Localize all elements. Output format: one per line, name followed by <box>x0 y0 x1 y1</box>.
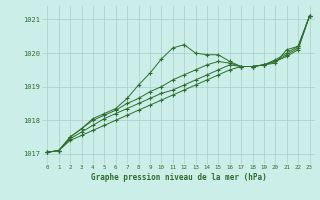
X-axis label: Graphe pression niveau de la mer (hPa): Graphe pression niveau de la mer (hPa) <box>91 173 266 182</box>
